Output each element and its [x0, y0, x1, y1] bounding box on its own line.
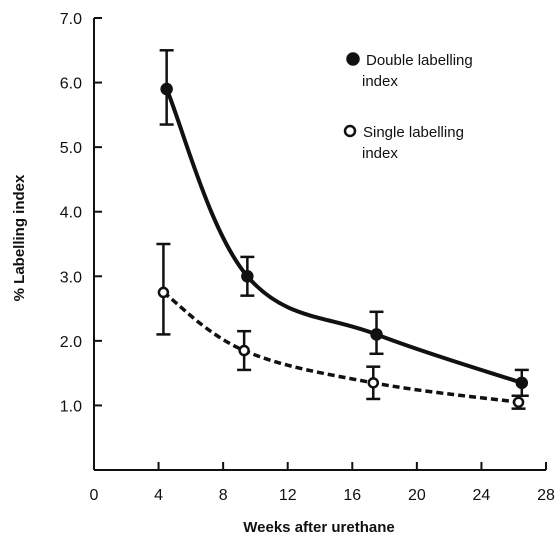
- legend-marker-double: [346, 52, 360, 66]
- series-single: [156, 242, 526, 410]
- data-point: [241, 270, 254, 283]
- y-tick-label: 2.0: [60, 334, 82, 351]
- x-tick-label: 24: [473, 487, 491, 504]
- legend-label-double: Double labelling index: [362, 52, 477, 90]
- x-tick-label: 12: [279, 487, 297, 504]
- x-tick-label: 4: [154, 487, 163, 504]
- data-point: [515, 376, 529, 390]
- data-point: [157, 286, 170, 299]
- series-layer: [156, 49, 529, 410]
- y-tick-label: 1.0: [60, 398, 82, 415]
- axes: [93, 18, 546, 471]
- x-tick-label: 20: [408, 487, 426, 504]
- data-point: [238, 344, 250, 357]
- data-point: [160, 82, 173, 96]
- y-tick-label: 6.0: [60, 76, 82, 93]
- single-curve-line: [162, 291, 519, 404]
- y-axis-title: % Labelling index: [11, 174, 28, 301]
- x-ticks: 0 4 8 12 16 20 24 28: [90, 462, 555, 504]
- y-ticks: 1.0 2.0 3.0 4.0 5.0 6.0 7.0: [60, 11, 102, 415]
- data-point: [512, 396, 525, 408]
- x-tick-label: 0: [90, 487, 99, 504]
- y-tick-label: 3.0: [60, 269, 82, 286]
- y-tick-label: 4.0: [60, 205, 82, 222]
- y-tick-label: 5.0: [60, 140, 82, 157]
- legend-label-single: Single labelling index: [362, 124, 468, 162]
- data-point: [367, 377, 380, 389]
- y-tick-label: 7.0: [60, 11, 82, 28]
- x-tick-label: 28: [537, 487, 555, 504]
- x-tick-label: 16: [343, 487, 361, 504]
- legend: Double labelling index Single labelling …: [343, 52, 477, 162]
- legend-marker-single: [343, 124, 357, 138]
- x-tick-label: 8: [219, 487, 228, 504]
- series-double: [159, 49, 529, 397]
- data-point: [370, 328, 383, 341]
- double-curve-line: [164, 87, 524, 385]
- x-axis-title: Weeks after urethane: [243, 519, 394, 536]
